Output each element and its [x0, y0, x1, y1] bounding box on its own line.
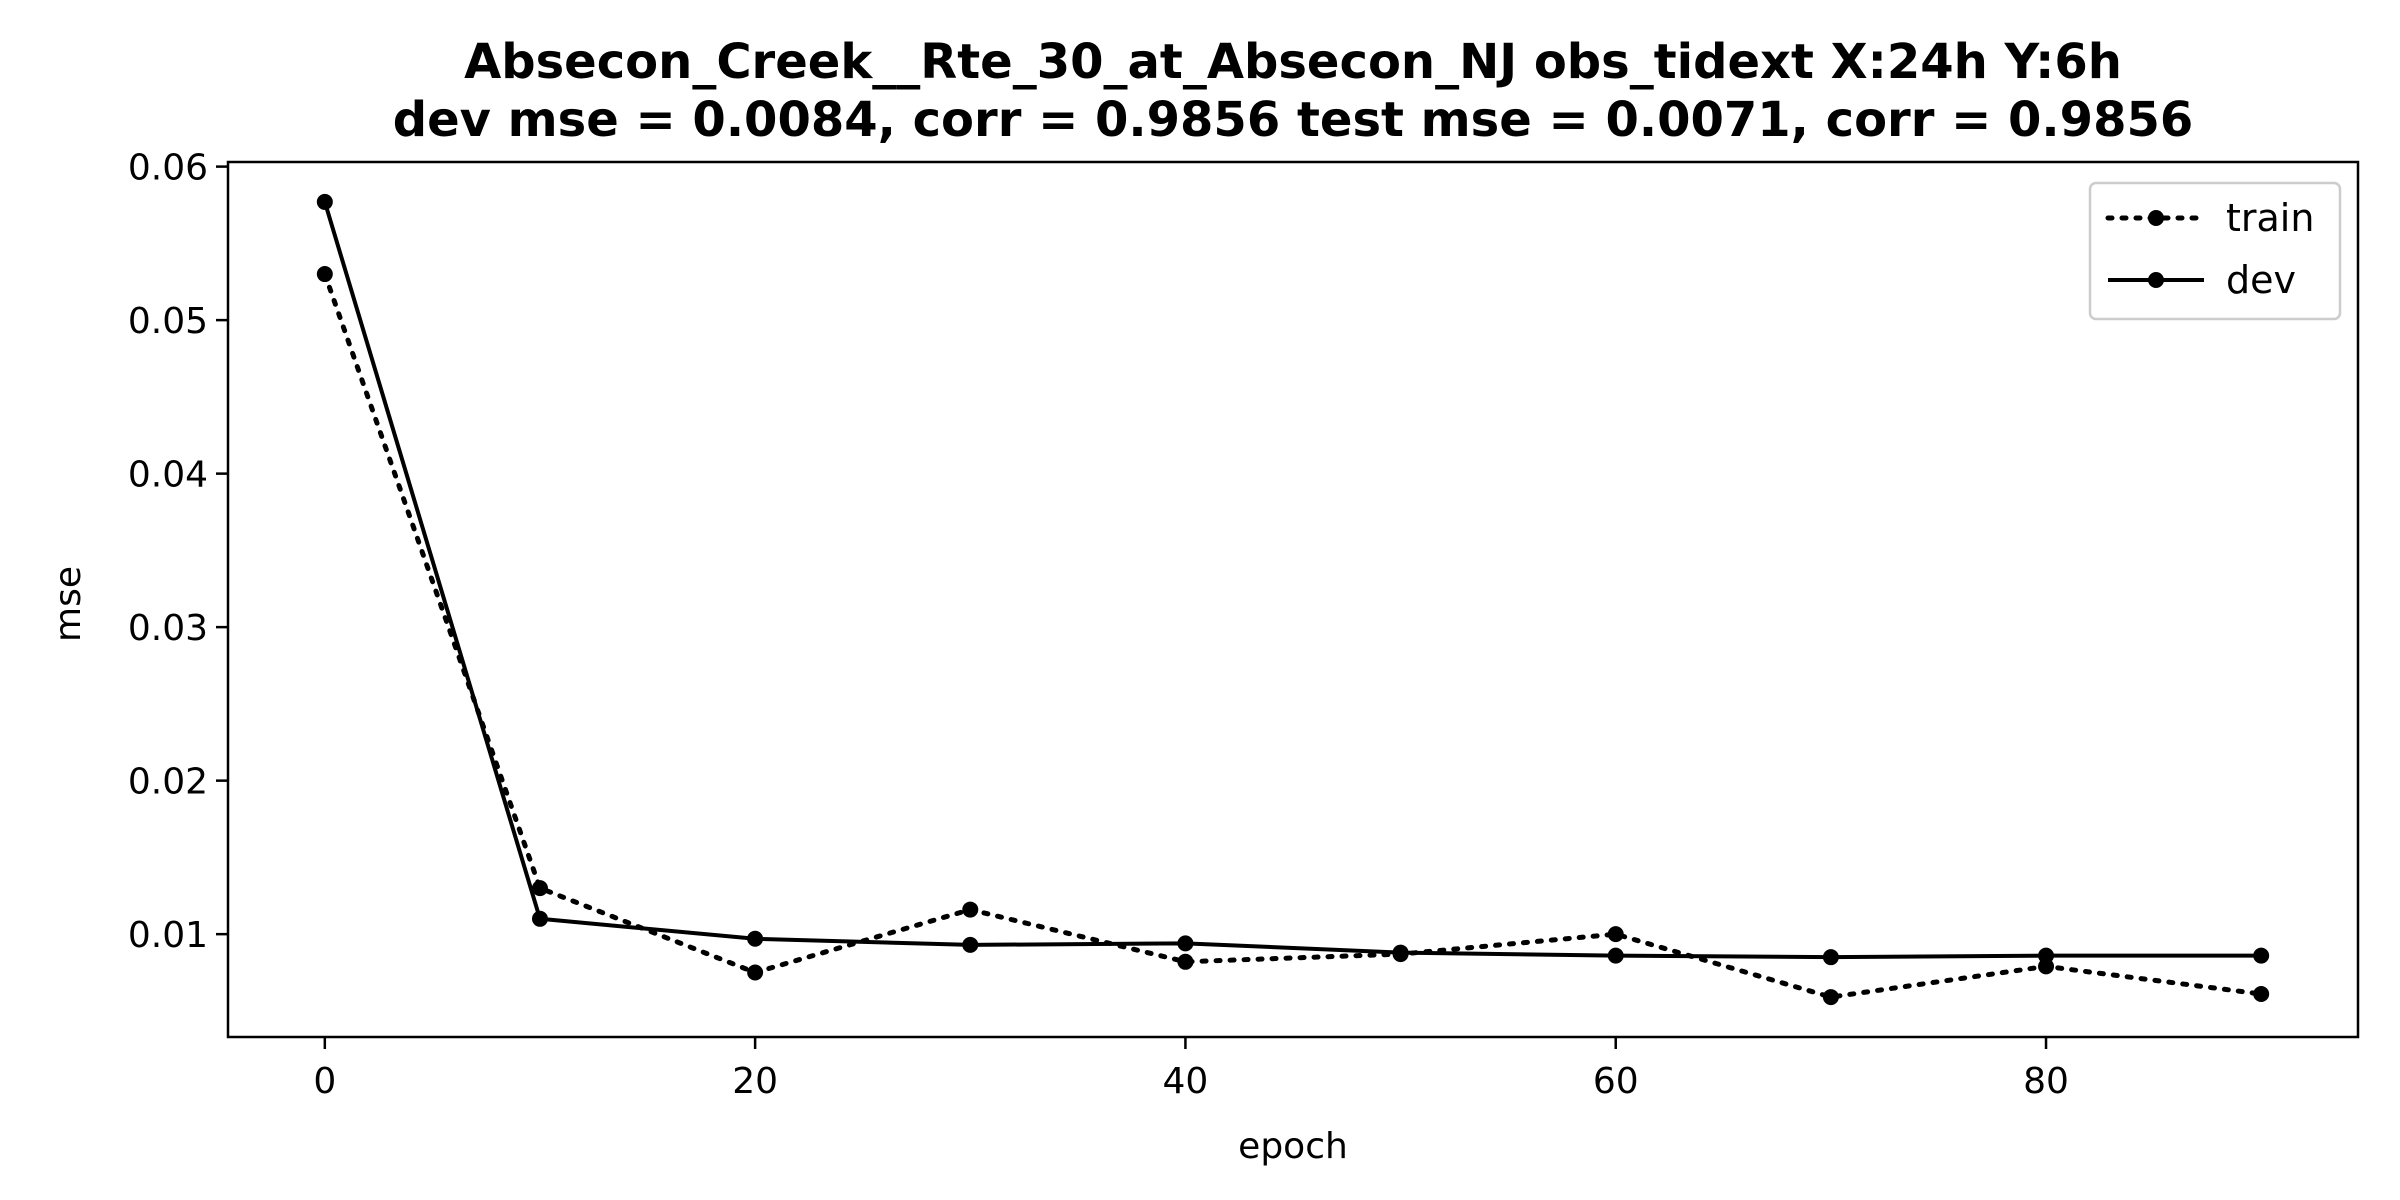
data-point-dev	[316, 193, 333, 210]
data-point-train	[962, 901, 979, 918]
legend-marker-train	[2148, 210, 2164, 226]
data-point-train	[1177, 953, 1194, 970]
data-point-dev	[1177, 935, 1194, 952]
x-tick-label: 80	[2023, 1061, 2069, 1102]
data-point-train	[2253, 986, 2270, 1003]
plot-frame	[226, 160, 2360, 1039]
legend-marker-dev	[2148, 272, 2164, 288]
data-point-train	[747, 964, 764, 981]
data-point-dev	[2253, 947, 2270, 964]
data-point-train	[316, 266, 333, 283]
chart-title-line-1: Absecon_Creek__Rte_30_at_Absecon_NJ obs_…	[464, 34, 2122, 90]
data-point-dev	[1822, 949, 1839, 966]
data-point-train	[1822, 989, 1839, 1006]
y-tick-label: 0.04	[128, 455, 208, 496]
y-tick-label: 0.02	[128, 762, 208, 803]
y-axis-label: mse	[48, 566, 89, 642]
legend-label-dev: dev	[2226, 258, 2296, 302]
data-point-dev	[1392, 944, 1409, 961]
data-point-dev	[747, 930, 764, 947]
plot-area: 0 20 40 60 80 0.01 0.02 0.03 0.04 0.05 0.06	[128, 148, 2270, 1102]
data-point-dev	[531, 910, 548, 927]
series-line-dev	[322, 201, 2262, 960]
data-point-train	[531, 880, 548, 897]
series-line-train	[322, 271, 2264, 1000]
data-point-dev	[1607, 947, 1624, 964]
y-tick-label: 0.05	[128, 301, 208, 342]
legend-label-train: train	[2226, 196, 2314, 240]
y-tick-label: 0.01	[128, 915, 208, 956]
data-point-train	[1607, 926, 1624, 943]
y-tick-label: 0.06	[128, 148, 208, 189]
y-tick-label: 0.03	[128, 608, 208, 649]
x-tick-label: 40	[1163, 1061, 1209, 1102]
data-point-dev	[2038, 947, 2055, 964]
x-tick-label: 0	[313, 1061, 336, 1102]
data-point-dev	[962, 936, 979, 953]
legend: train dev	[2088, 181, 2342, 321]
chart-title-line-2: dev mse = 0.0084, corr = 0.9856 test mse…	[393, 92, 2194, 148]
x-tick-label: 60	[1593, 1061, 1639, 1102]
x-axis-label: epoch	[1238, 1126, 1348, 1167]
x-tick-label: 20	[732, 1061, 778, 1102]
